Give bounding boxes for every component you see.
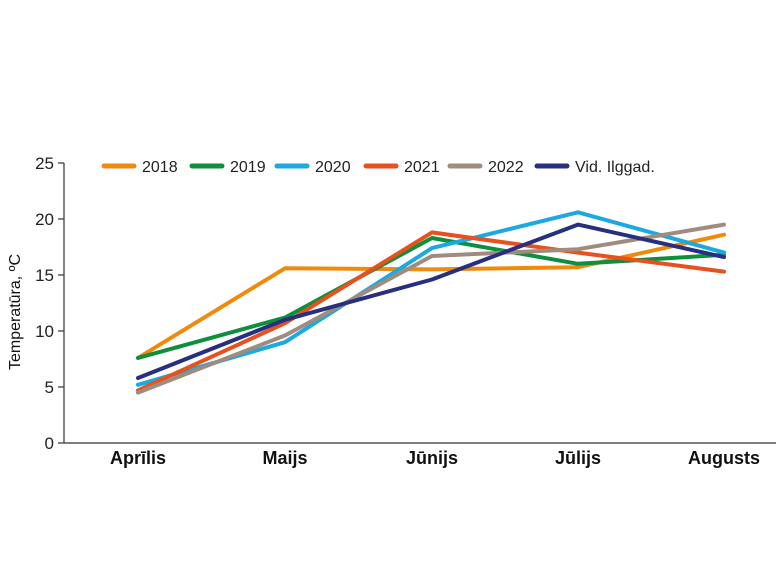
series-line-4	[136, 222, 726, 395]
legend-label: 2021	[404, 159, 440, 176]
y-tick-label: 5	[45, 378, 54, 397]
x-tick-label: Maijs	[262, 448, 307, 468]
x-tick-label: Jūnijs	[406, 448, 458, 468]
legend-label: 2019	[230, 159, 266, 176]
legend-label: 2018	[142, 159, 178, 176]
legend-label: Vid. Ilggad.	[575, 159, 655, 176]
series-line-3	[136, 230, 726, 393]
y-tick-label: 10	[35, 322, 54, 341]
y-tick-label: 20	[35, 210, 54, 229]
y-tick-label: 0	[45, 434, 54, 453]
series-lines	[136, 210, 726, 395]
x-tick-label: Aprīlis	[110, 448, 166, 468]
y-axis-label: Temperatūra, ºC	[7, 254, 24, 370]
y-tick-label: 15	[35, 266, 54, 285]
series-line-0	[136, 232, 726, 360]
x-tick-label: Jūlijs	[555, 448, 601, 468]
legend-label: 2022	[488, 159, 524, 176]
y-ticks: 0 5 10 15 20 25	[35, 154, 64, 453]
x-ticks: Aprīlis Maijs Jūnijs Jūlijs Augusts	[110, 448, 760, 468]
x-tick-label: Augusts	[688, 448, 760, 468]
series-line-5	[136, 222, 726, 380]
legend-label: 2020	[315, 159, 351, 176]
legend: 2018 2019 2020 2021 2022 Vid. Ilggad.	[101, 159, 655, 176]
y-tick-label: 25	[35, 154, 54, 173]
axes	[63, 163, 776, 444]
